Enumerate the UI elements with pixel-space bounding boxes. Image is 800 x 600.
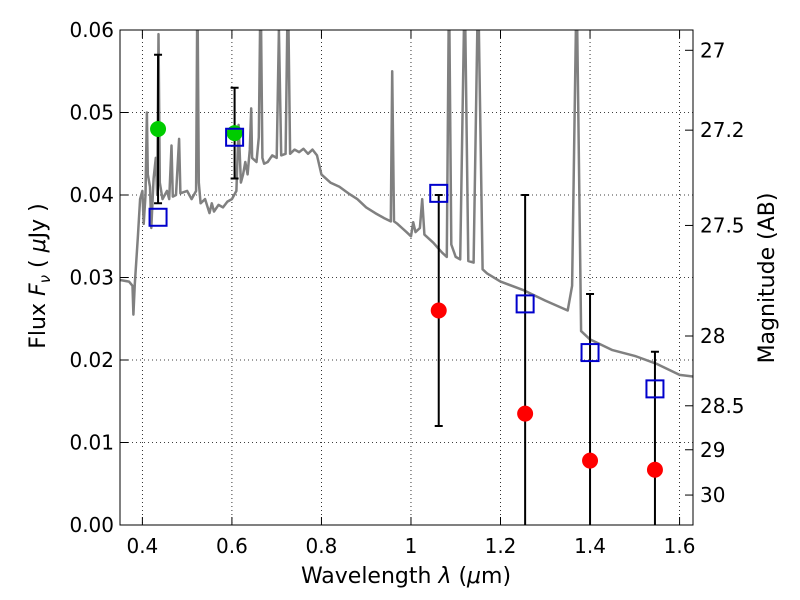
y-tick-label: 0.02 <box>69 348 114 372</box>
right-tick-label: 27.2 <box>700 118 745 142</box>
y-tick-label: 0.03 <box>69 266 114 290</box>
right-tick-label: 27.5 <box>700 213 745 237</box>
right-axis-label: Magnitude (AB) <box>755 193 780 364</box>
right-tick-label: 29 <box>700 438 725 462</box>
red-point <box>430 302 447 319</box>
x-axis-ticks: 0.4 0.6 0.8 1 1.2 1.4 1.6 <box>126 30 695 558</box>
right-axis-ticks: 27 27.2 27.5 28 28.5 29 30 <box>685 38 745 507</box>
x-tick-label: 0.8 <box>306 534 338 558</box>
red-point <box>646 461 663 478</box>
red-point <box>582 452 599 469</box>
model-photometry-square <box>225 127 245 147</box>
x-tick-label: 1.4 <box>574 534 606 558</box>
red-point <box>517 405 534 422</box>
model-photometry-square <box>148 207 168 227</box>
right-tick-label: 30 <box>700 483 725 507</box>
model-photometry-square <box>429 183 449 203</box>
model-photometry-square <box>645 379 665 399</box>
detection-point <box>150 121 167 137</box>
right-tick-label: 28 <box>700 324 725 348</box>
x-tick-label: 1 <box>405 534 418 558</box>
x-tick-label: 0.6 <box>216 534 248 558</box>
y-tick-label: 0.01 <box>69 431 114 455</box>
x-axis-label: Wavelength λ (μm) <box>301 564 511 589</box>
error-bars <box>154 53 659 525</box>
x-tick-label: 0.4 <box>126 534 158 558</box>
plot-frame <box>119 29 694 526</box>
y-tick-label: 0.05 <box>69 101 114 125</box>
y-tick-label: 0.04 <box>69 183 114 207</box>
data-markers <box>148 121 665 478</box>
x-tick-label: 1.2 <box>485 534 517 558</box>
model-spectrum-line <box>120 30 693 378</box>
model-photometry-square <box>580 343 600 363</box>
right-tick-label: 27 <box>700 38 725 62</box>
x-tick-label: 1.6 <box>664 534 696 558</box>
model-photometry-square <box>515 294 535 314</box>
y-axis-label: Flux Fν ( μJy ) <box>26 203 54 348</box>
y-tick-label: 0.06 <box>69 18 114 42</box>
right-tick-label: 28.5 <box>700 394 745 418</box>
y-tick-label: 0.00 <box>69 513 114 537</box>
grid-lines <box>120 30 693 525</box>
model-spectrum <box>120 30 693 378</box>
y-axis-ticks: 0.00 0.01 0.02 0.03 0.04 0.05 0.06 <box>69 18 128 537</box>
